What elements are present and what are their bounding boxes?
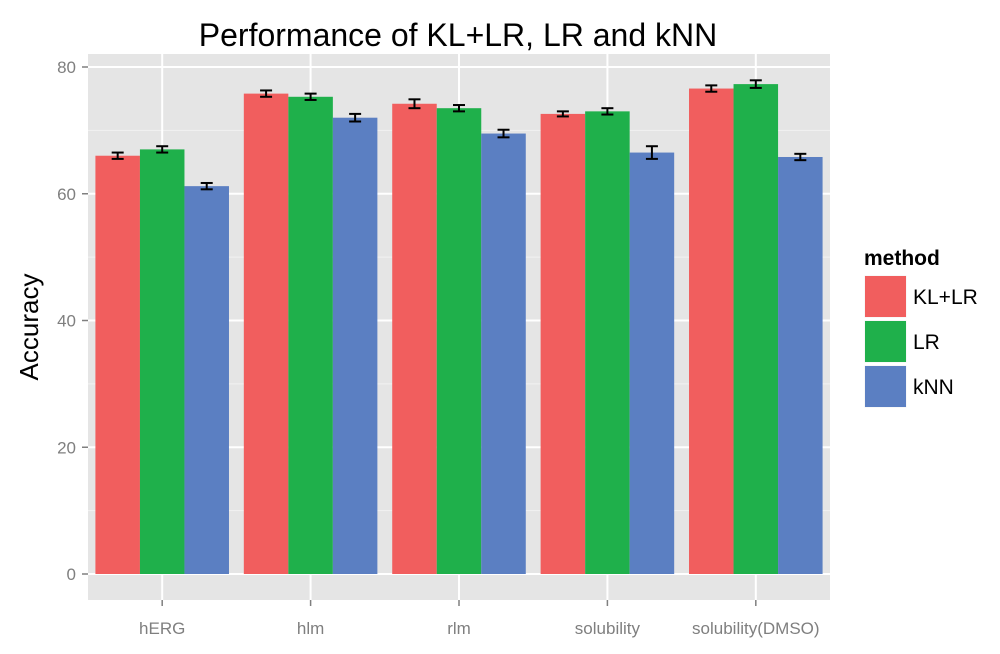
bar-KL+LR-hERG bbox=[95, 155, 140, 574]
legend: method KL+LR LR kNN bbox=[863, 247, 978, 409]
legend-label: KL+LR bbox=[913, 286, 978, 309]
error-bar bbox=[749, 79, 762, 89]
y-tick-label: 0 bbox=[67, 565, 76, 584]
error-bar bbox=[349, 112, 362, 123]
x-tick-label: rlm bbox=[447, 619, 471, 638]
y-tick-label: 80 bbox=[57, 58, 76, 77]
x-tick-label: hlm bbox=[297, 619, 324, 638]
bar-LR-rlm bbox=[436, 108, 482, 574]
error-bar bbox=[556, 110, 569, 118]
error-bar bbox=[645, 145, 658, 160]
x-tick-label: hERG bbox=[139, 619, 185, 638]
legend-swatch bbox=[865, 366, 906, 407]
error-bar bbox=[156, 145, 169, 154]
bar-KL+LR-rlm bbox=[392, 103, 437, 574]
bar-LR-solubility(DMSO) bbox=[733, 84, 779, 574]
y-axis: 0 20 40 60 80 bbox=[57, 58, 88, 584]
error-bar bbox=[304, 92, 317, 101]
legend-swatch bbox=[865, 321, 906, 362]
bar-KL+LR-solubility(DMSO) bbox=[689, 88, 734, 575]
bar-kNN-hERG bbox=[184, 186, 229, 574]
y-tick-label: 60 bbox=[57, 185, 76, 204]
error-bar bbox=[794, 152, 807, 162]
legend-label: kNN bbox=[913, 376, 954, 399]
bar-LR-solubility bbox=[585, 111, 630, 575]
legend-swatch bbox=[865, 276, 906, 317]
y-tick-label: 40 bbox=[57, 312, 76, 331]
bar-kNN-hlm bbox=[332, 117, 378, 574]
y-tick-label: 20 bbox=[57, 438, 76, 457]
error-bar bbox=[408, 98, 421, 110]
y-axis-label: Accuracy bbox=[14, 274, 44, 381]
x-axis: hERG hlm rlm solubility solubility(DMSO) bbox=[139, 600, 820, 638]
bar-LR-hlm bbox=[288, 96, 333, 574]
x-tick-label: solubility(DMSO) bbox=[692, 619, 820, 638]
error-bar bbox=[705, 84, 718, 93]
error-bar bbox=[497, 128, 510, 139]
bar-kNN-rlm bbox=[481, 133, 526, 574]
bar-KL+LR-solubility bbox=[540, 113, 586, 575]
legend-title: method bbox=[864, 247, 940, 270]
error-bar bbox=[111, 151, 124, 160]
chart-title: Performance of KL+LR, LR and kNN bbox=[199, 17, 717, 53]
bar-KL+LR-hlm bbox=[243, 93, 289, 575]
bar-LR-hERG bbox=[139, 149, 185, 574]
error-bar bbox=[453, 104, 465, 113]
bars-layer bbox=[95, 84, 823, 575]
legend-item: kNN bbox=[863, 364, 954, 409]
legend-item: KL+LR bbox=[863, 274, 978, 319]
legend-item: LR bbox=[863, 319, 940, 364]
bar-kNN-solubility bbox=[629, 152, 675, 574]
error-bar bbox=[260, 89, 273, 98]
legend-label: LR bbox=[913, 331, 940, 354]
error-bar bbox=[200, 181, 213, 191]
error-bar bbox=[601, 107, 614, 116]
errors-layer bbox=[111, 79, 807, 191]
bar-kNN-solubility(DMSO) bbox=[778, 156, 823, 574]
x-tick-label: solubility bbox=[575, 619, 641, 638]
